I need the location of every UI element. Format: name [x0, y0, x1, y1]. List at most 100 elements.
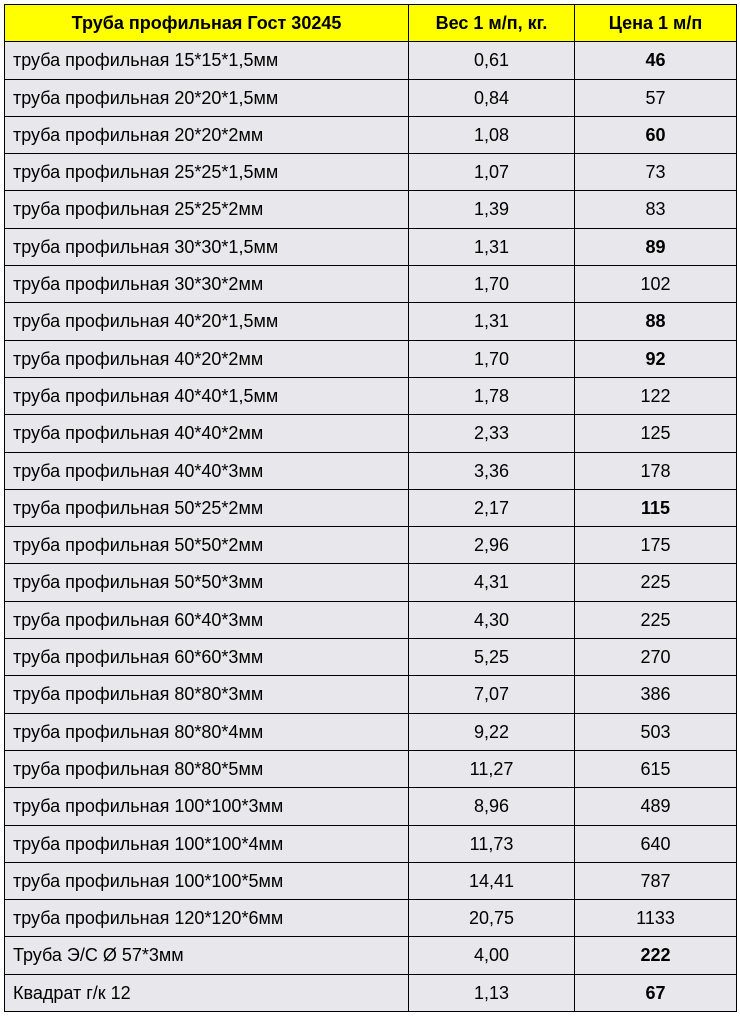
table-row: труба профильная 40*40*2мм2,33125 — [5, 415, 737, 452]
cell-price: 503 — [575, 713, 737, 750]
cell-price: 60 — [575, 116, 737, 153]
cell-name: труба профильная 25*25*2мм — [5, 191, 409, 228]
cell-price: 175 — [575, 527, 737, 564]
table-row: труба профильная 100*100*4мм11,73640 — [5, 825, 737, 862]
table-row: труба профильная 50*50*3мм4,31225 — [5, 564, 737, 601]
cell-weight: 1,70 — [409, 340, 575, 377]
cell-weight: 9,22 — [409, 713, 575, 750]
cell-price: 225 — [575, 564, 737, 601]
cell-weight: 7,07 — [409, 676, 575, 713]
table-row: труба профильная 40*20*1,5мм1,3188 — [5, 303, 737, 340]
cell-weight: 20,75 — [409, 900, 575, 937]
cell-weight: 1,08 — [409, 116, 575, 153]
cell-weight: 1,70 — [409, 266, 575, 303]
cell-price: 787 — [575, 862, 737, 899]
cell-weight: 3,36 — [409, 452, 575, 489]
cell-weight: 14,41 — [409, 862, 575, 899]
cell-price: 57 — [575, 79, 737, 116]
cell-price: 178 — [575, 452, 737, 489]
table-row: труба профильная 100*100*5мм14,41787 — [5, 862, 737, 899]
cell-price: 125 — [575, 415, 737, 452]
cell-name: труба профильная 30*30*1,5мм — [5, 228, 409, 265]
cell-name: труба профильная 50*25*2мм — [5, 489, 409, 526]
cell-weight: 8,96 — [409, 788, 575, 825]
table-row: труба профильная 80*80*4мм9,22503 — [5, 713, 737, 750]
col-header-name: Труба профильная Гост 30245 — [5, 5, 409, 42]
cell-weight: 2,96 — [409, 527, 575, 564]
cell-price: 89 — [575, 228, 737, 265]
cell-name: труба профильная 25*25*1,5мм — [5, 154, 409, 191]
cell-price: 102 — [575, 266, 737, 303]
cell-price: 222 — [575, 937, 737, 974]
cell-name: труба профильная 80*80*5мм — [5, 750, 409, 787]
cell-name: труба профильная 40*20*1,5мм — [5, 303, 409, 340]
table-row: труба профильная 40*40*1,5мм1,78122 — [5, 377, 737, 414]
pipe-price-table: Труба профильная Гост 30245 Вес 1 м/п, к… — [4, 4, 737, 1012]
table-row: труба профильная 25*25*1,5мм1,0773 — [5, 154, 737, 191]
cell-price: 73 — [575, 154, 737, 191]
cell-price: 225 — [575, 601, 737, 638]
cell-weight: 1,13 — [409, 974, 575, 1011]
cell-weight: 2,17 — [409, 489, 575, 526]
table-row: труба профильная 80*80*3мм7,07386 — [5, 676, 737, 713]
cell-name: труба профильная 40*40*3мм — [5, 452, 409, 489]
cell-price: 46 — [575, 42, 737, 79]
cell-price: 88 — [575, 303, 737, 340]
cell-name: труба профильная 20*20*2мм — [5, 116, 409, 153]
cell-name: труба профильная 50*50*2мм — [5, 527, 409, 564]
cell-name: труба профильная 120*120*6мм — [5, 900, 409, 937]
cell-price: 1133 — [575, 900, 737, 937]
cell-name: труба профильная 80*80*4мм — [5, 713, 409, 750]
table-row: труба профильная 30*30*1,5мм1,3189 — [5, 228, 737, 265]
cell-price: 489 — [575, 788, 737, 825]
cell-weight: 1,07 — [409, 154, 575, 191]
table-body: труба профильная 15*15*1,5мм0,6146труба … — [5, 42, 737, 1012]
table-header: Труба профильная Гост 30245 Вес 1 м/п, к… — [5, 5, 737, 42]
cell-name: труба профильная 40*20*2мм — [5, 340, 409, 377]
cell-name: труба профильная 15*15*1,5мм — [5, 42, 409, 79]
cell-name: труба профильная 40*40*2мм — [5, 415, 409, 452]
cell-weight: 1,39 — [409, 191, 575, 228]
cell-name: труба профильная 40*40*1,5мм — [5, 377, 409, 414]
col-header-weight: Вес 1 м/п, кг. — [409, 5, 575, 42]
cell-name: труба профильная 60*60*3мм — [5, 639, 409, 676]
cell-name: труба профильная 20*20*1,5мм — [5, 79, 409, 116]
table-row: труба профильная 60*40*3мм4,30225 — [5, 601, 737, 638]
cell-weight: 11,73 — [409, 825, 575, 862]
table-row: труба профильная 50*50*2мм2,96175 — [5, 527, 737, 564]
cell-price: 640 — [575, 825, 737, 862]
table-row: Труба Э/С Ø 57*3мм4,00222 — [5, 937, 737, 974]
cell-weight: 2,33 — [409, 415, 575, 452]
cell-name: Квадрат г/к 12 — [5, 974, 409, 1011]
cell-weight: 5,25 — [409, 639, 575, 676]
table-row: труба профильная 40*40*3мм3,36178 — [5, 452, 737, 489]
cell-weight: 1,31 — [409, 228, 575, 265]
cell-weight: 1,78 — [409, 377, 575, 414]
table-row: труба профильная 15*15*1,5мм0,6146 — [5, 42, 737, 79]
table-row: труба профильная 25*25*2мм1,3983 — [5, 191, 737, 228]
table-row: труба профильная 80*80*5мм11,27615 — [5, 750, 737, 787]
table-row: труба профильная 30*30*2мм1,70102 — [5, 266, 737, 303]
cell-name: труба профильная 100*100*4мм — [5, 825, 409, 862]
table-row: труба профильная 50*25*2мм2,17115 — [5, 489, 737, 526]
cell-price: 67 — [575, 974, 737, 1011]
cell-weight: 1,31 — [409, 303, 575, 340]
cell-name: Труба Э/С Ø 57*3мм — [5, 937, 409, 974]
cell-price: 270 — [575, 639, 737, 676]
cell-name: труба профильная 30*30*2мм — [5, 266, 409, 303]
cell-weight: 0,61 — [409, 42, 575, 79]
table-row: труба профильная 20*20*1,5мм0,8457 — [5, 79, 737, 116]
table-row: труба профильная 60*60*3мм5,25270 — [5, 639, 737, 676]
cell-weight: 4,30 — [409, 601, 575, 638]
cell-price: 386 — [575, 676, 737, 713]
col-header-price: Цена 1 м/п — [575, 5, 737, 42]
cell-name: труба профильная 100*100*5мм — [5, 862, 409, 899]
cell-weight: 4,00 — [409, 937, 575, 974]
cell-price: 92 — [575, 340, 737, 377]
table-row: Квадрат г/к 121,1367 — [5, 974, 737, 1011]
cell-weight: 0,84 — [409, 79, 575, 116]
cell-name: труба профильная 60*40*3мм — [5, 601, 409, 638]
cell-price: 115 — [575, 489, 737, 526]
cell-weight: 4,31 — [409, 564, 575, 601]
cell-name: труба профильная 100*100*3мм — [5, 788, 409, 825]
